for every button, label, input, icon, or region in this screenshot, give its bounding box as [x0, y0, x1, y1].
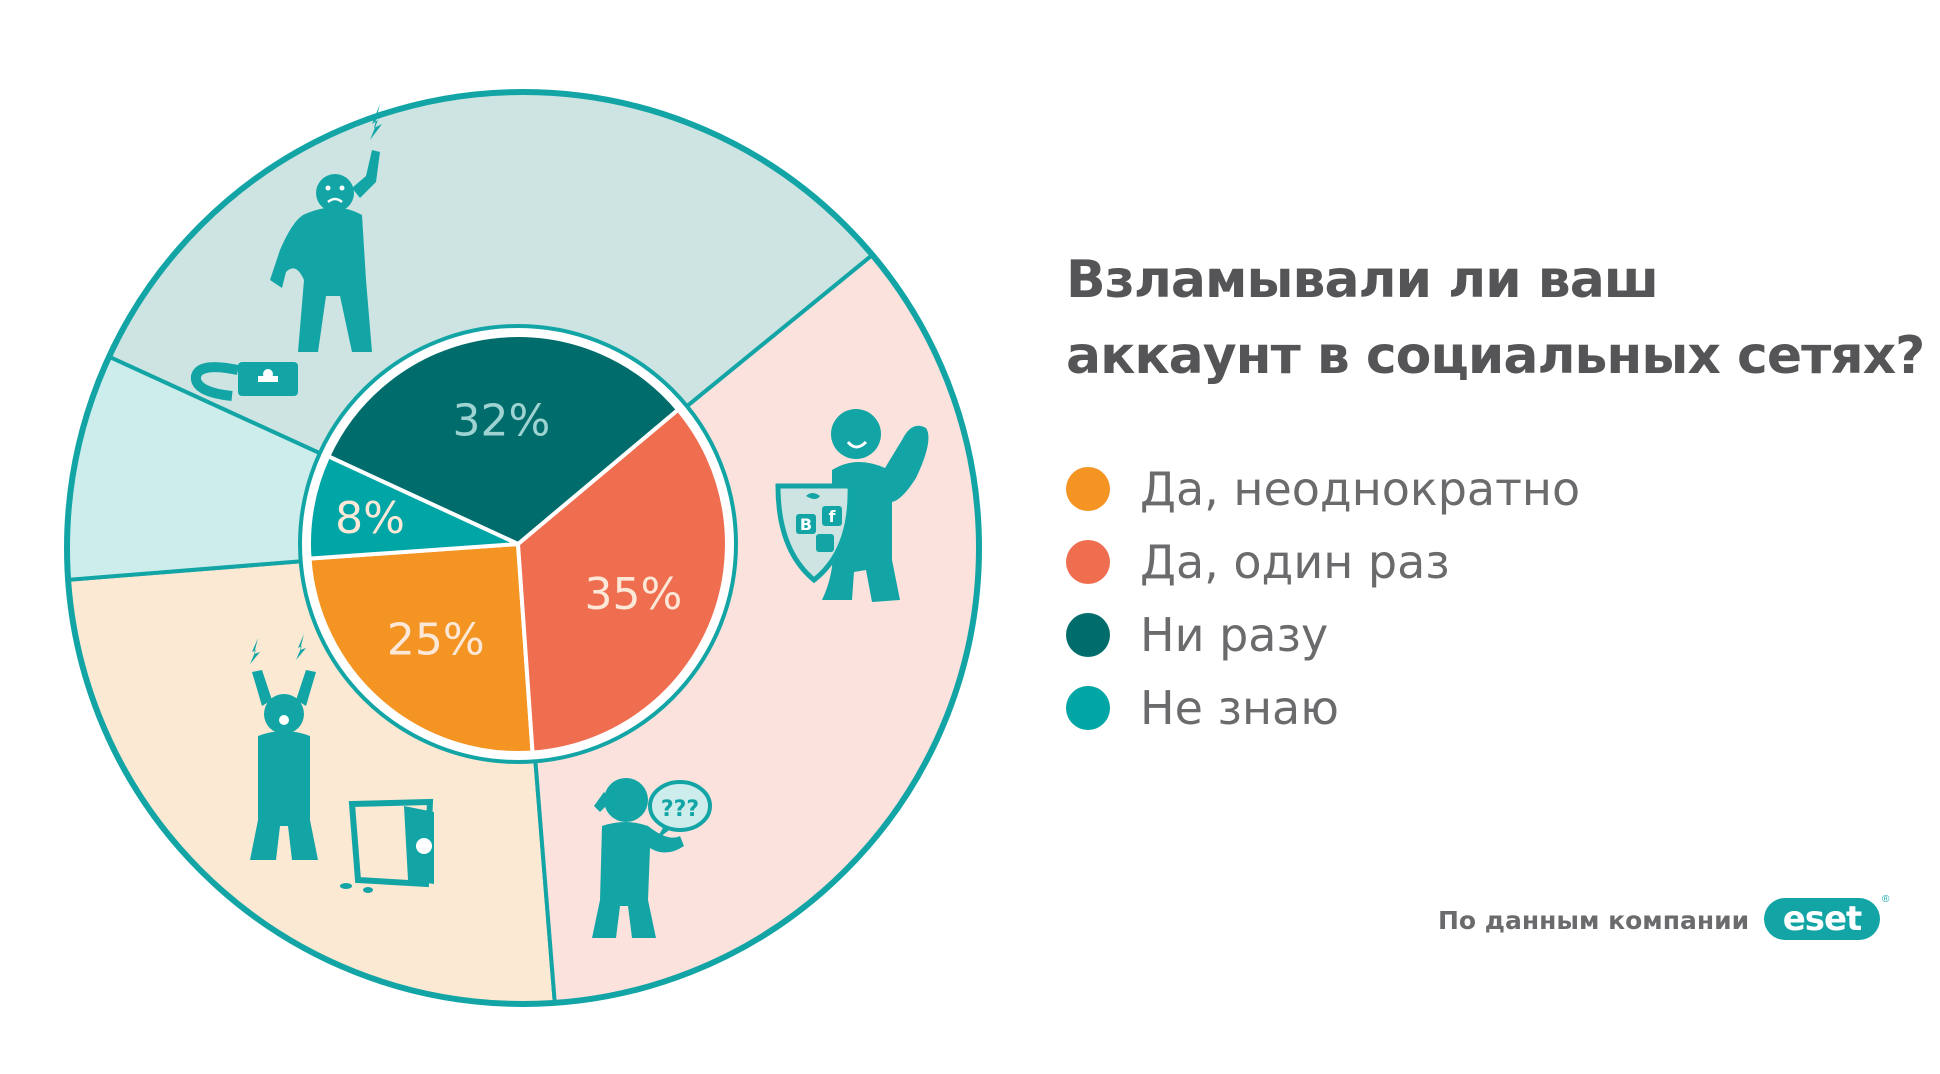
confused-person-icon	[592, 778, 684, 938]
eset-logo-text: eset	[1782, 899, 1863, 939]
title-line-2: аккаунт в социальных сетях?	[1066, 326, 1925, 386]
eset-logo: eset	[1764, 898, 1880, 940]
inner-pie-border	[298, 324, 738, 764]
data-label-ни-разу: 32%	[453, 396, 551, 447]
legend-swatch	[1066, 466, 1110, 511]
svg-text:В: В	[800, 515, 812, 534]
legend-label: Ни разу	[1140, 607, 1329, 662]
legend-item-repeatedly: Да, неоднократно	[1066, 452, 1580, 525]
title-line-1: Взламывали ли ваш	[1066, 250, 1659, 310]
registered-mark: ®	[1882, 894, 1890, 905]
svg-text:f: f	[829, 507, 837, 526]
shocked-person-icon	[250, 634, 318, 860]
source-note: По данным компании	[1438, 906, 1750, 935]
pie-slice-ни-разу	[325, 333, 681, 547]
open-safe-icon	[340, 798, 434, 893]
inner-pie-rim	[301, 327, 735, 761]
legend-label: Да, неоднократно	[1140, 461, 1581, 516]
legend-swatch	[1066, 685, 1110, 730]
legend: Да, неоднократно Да, один раз Ни разу Не…	[1066, 452, 1580, 744]
question-bubble-icon: ???	[648, 780, 712, 840]
angry-person-icon	[270, 104, 382, 352]
social-shield-icon: В f	[775, 483, 853, 584]
svg-text:???: ???	[661, 797, 699, 822]
broken-lock-icon	[190, 362, 298, 401]
legend-label: Да, один раз	[1140, 534, 1450, 589]
outer-border	[64, 89, 982, 1007]
pie-slice-не-знаю	[307, 453, 519, 561]
legend-item-dont-know: Не знаю	[1066, 671, 1580, 744]
data-label-да-неоднократно: 25%	[387, 615, 485, 666]
pie-slice-да-неоднократно	[307, 541, 535, 755]
legend-swatch	[1066, 612, 1110, 657]
data-label-не-знаю: 8%	[335, 493, 405, 544]
page-title: Взламывали ли ваш аккаунт в социальных с…	[1066, 242, 1926, 394]
legend-swatch	[1066, 539, 1110, 584]
data-label-да-один-раз: 35%	[585, 569, 683, 620]
legend-item-never: Ни разу	[1066, 598, 1580, 671]
legend-label: Не знаю	[1140, 680, 1339, 735]
strong-person-icon	[822, 409, 929, 602]
legend-item-once: Да, один раз	[1066, 525, 1580, 598]
pie-slice-да-один-раз	[515, 406, 729, 755]
